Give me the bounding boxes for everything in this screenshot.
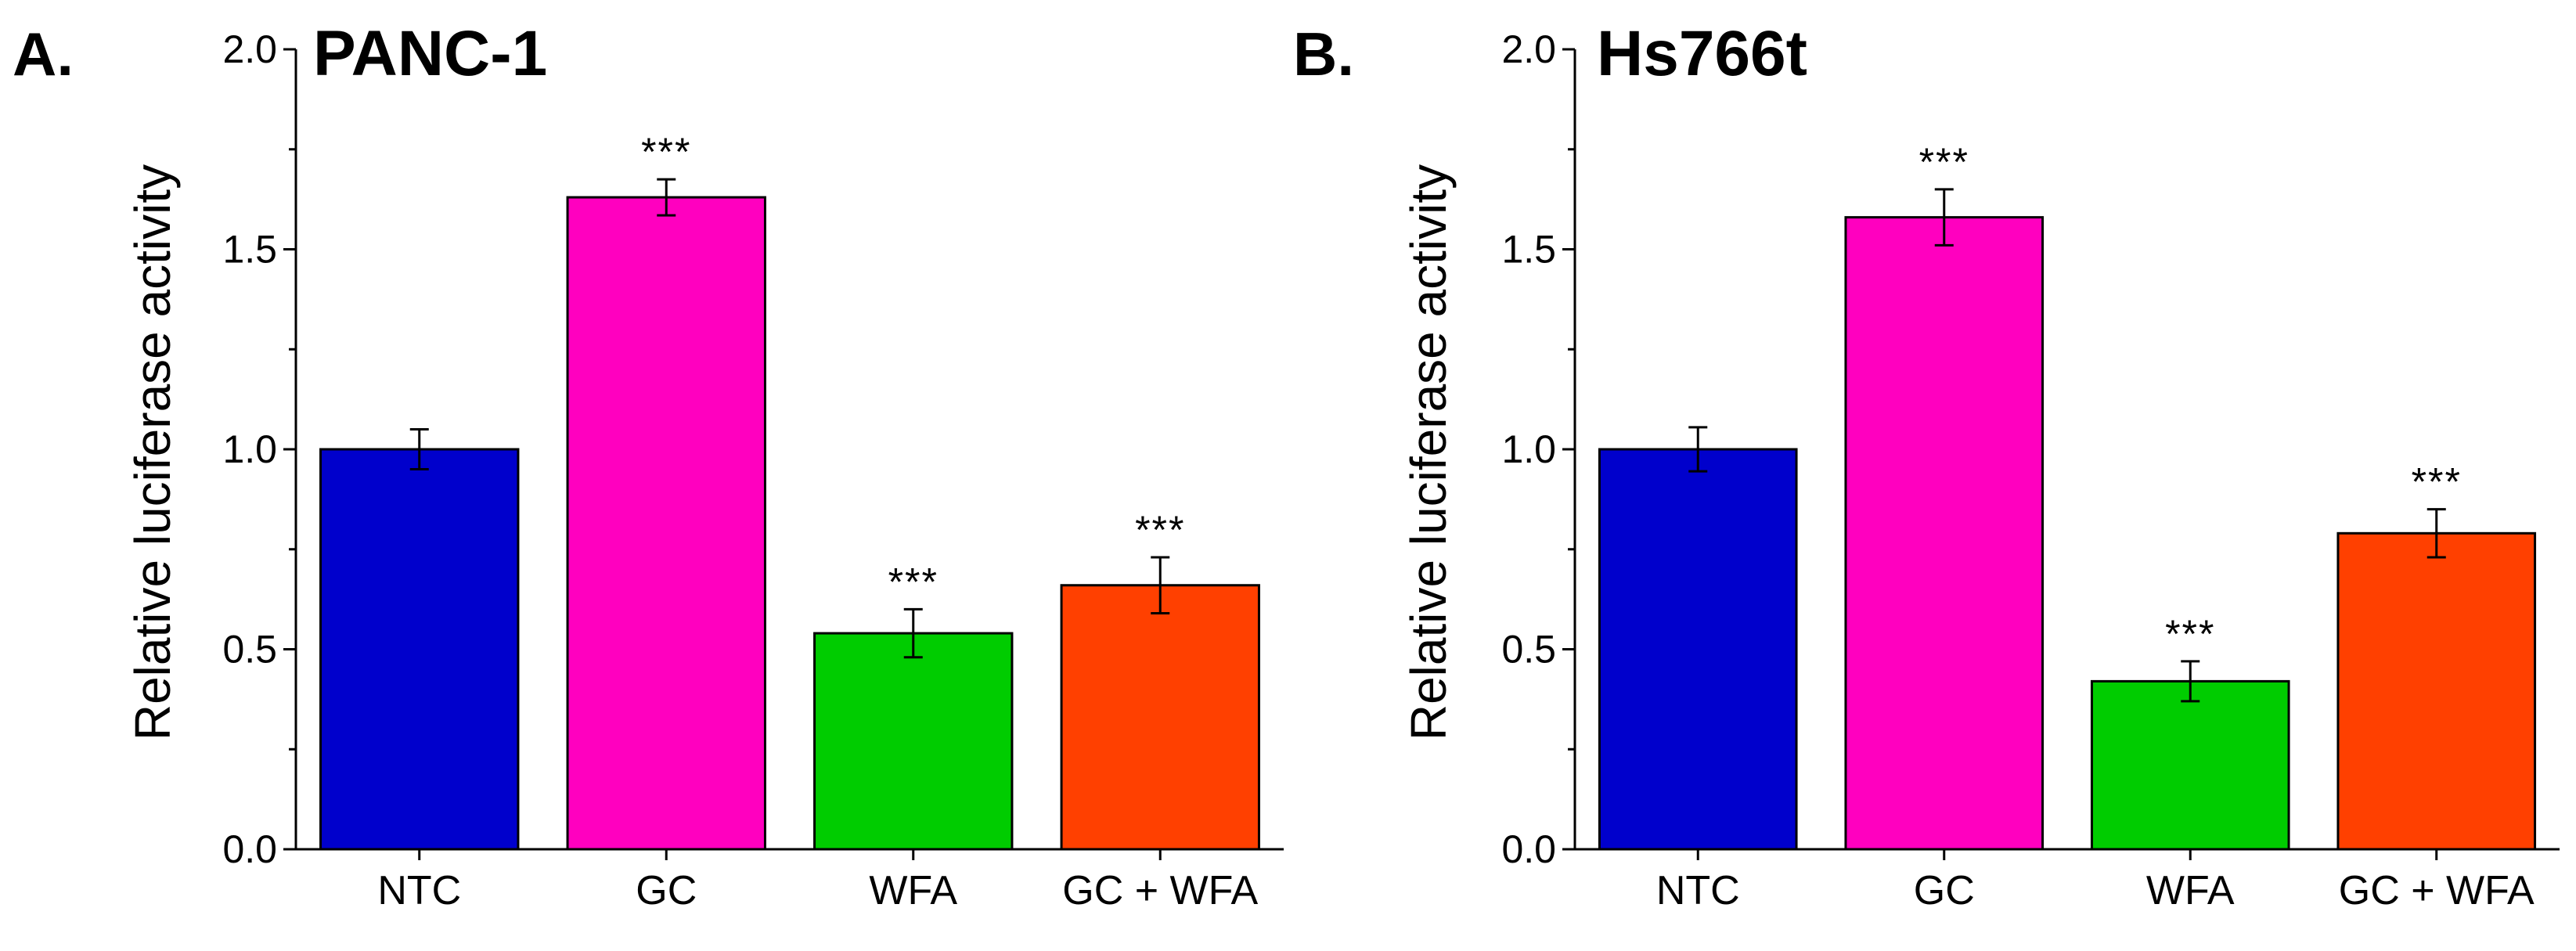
chart-title: Hs766t <box>1597 18 1807 89</box>
y-tick-label: 1.5 <box>1501 228 1556 272</box>
y-tick-label: 1.0 <box>1501 427 1556 471</box>
x-tick-label: NTC <box>1656 868 1740 913</box>
y-tick-label: 0.0 <box>222 827 277 871</box>
x-tick-label: WFA <box>2146 868 2235 913</box>
significance-mark: *** <box>2165 612 2215 656</box>
y-tick-label: 2.0 <box>1501 27 1556 71</box>
y-axis-label: Relative luciferase activity <box>124 164 181 740</box>
panel-label: A. <box>13 20 74 88</box>
bar-gc-wfa <box>2336 531 2537 851</box>
y-tick-label: 0.0 <box>1501 827 1556 871</box>
panel-label: B. <box>1293 20 1354 88</box>
y-tick-label: 1.0 <box>222 427 277 471</box>
significance-mark: *** <box>1135 508 1185 552</box>
bar-gc <box>566 196 766 851</box>
significance-mark: *** <box>2412 460 2462 504</box>
significance-mark: *** <box>888 560 939 603</box>
x-tick-label: GC <box>636 868 697 913</box>
x-tick-label: GC + WFA <box>1062 868 1258 913</box>
bar-wfa <box>813 632 1014 851</box>
bar-ntc <box>319 448 520 851</box>
chart-title: PANC-1 <box>313 18 547 89</box>
significance-mark: *** <box>1919 140 1969 184</box>
significance-mark: *** <box>641 130 691 174</box>
bar-wfa <box>2090 679 2290 851</box>
y-tick-label: 0.5 <box>1501 628 1556 672</box>
y-tick-label: 0.5 <box>222 628 277 672</box>
x-tick-label: GC <box>1914 868 1975 913</box>
bar-gc-wfa <box>1060 584 1260 851</box>
x-tick-label: WFA <box>869 868 957 913</box>
y-tick-label: 2.0 <box>222 27 277 71</box>
y-axis-label: Relative luciferase activity <box>1400 164 1457 740</box>
panel-b: B. Hs766t Relative luciferase activity 0… <box>1293 18 2560 913</box>
panel-a: A. PANC-1 Relative luciferase activity 0… <box>13 18 1284 913</box>
bar-gc <box>1844 216 2045 851</box>
y-tick-label: 1.5 <box>222 228 277 272</box>
x-tick-label: GC + WFA <box>2339 868 2535 913</box>
bar-ntc <box>1598 448 1798 851</box>
x-tick-label: NTC <box>377 868 461 913</box>
